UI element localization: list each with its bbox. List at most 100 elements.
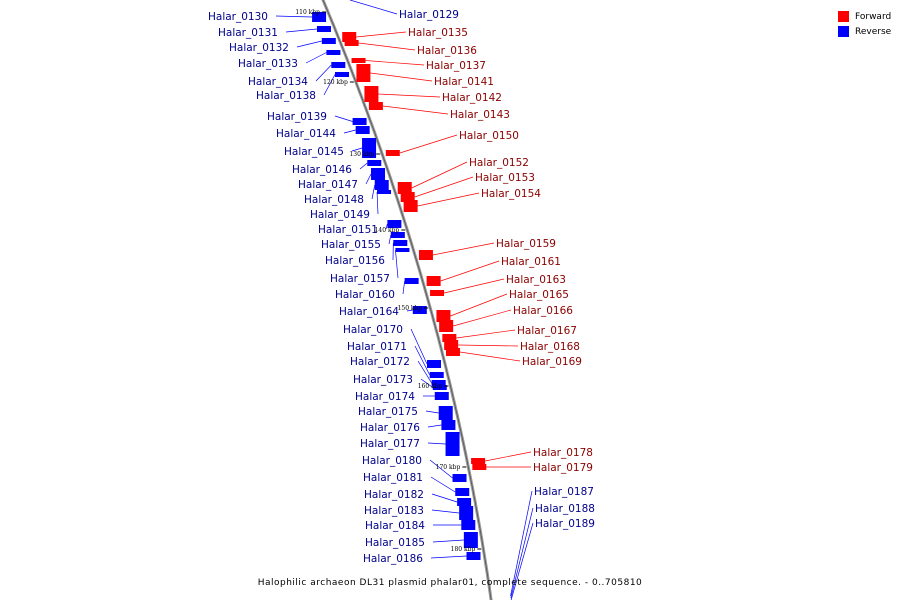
gene-label-reverse: Halar_0149 xyxy=(310,209,370,221)
gene-label-reverse: Halar_0186 xyxy=(363,553,423,565)
leader-line xyxy=(382,105,449,115)
forward-swatch xyxy=(838,11,849,22)
gene-label-reverse: Halar_0156 xyxy=(325,255,385,267)
gene-label-forward: Halar_0165 xyxy=(509,289,569,301)
tick-label: 180 kbp xyxy=(451,546,476,553)
leader-line xyxy=(296,40,322,48)
gene-label-forward: Halar_0142 xyxy=(442,92,502,104)
leader-line xyxy=(510,522,534,600)
gene-features xyxy=(312,12,487,560)
leader-line xyxy=(425,410,439,414)
gene-label-reverse: Halar_0151 xyxy=(318,224,378,236)
forward-gene-block xyxy=(444,340,459,350)
gene-label-forward: Halar_0154 xyxy=(481,188,541,200)
gene-label-forward: Halar_0178 xyxy=(533,447,593,459)
leader-line xyxy=(285,28,318,33)
leader-line xyxy=(431,493,458,503)
leader-line xyxy=(343,129,356,134)
leader-line xyxy=(410,328,428,365)
forward-gene-block xyxy=(400,192,415,202)
leader-line xyxy=(359,162,368,170)
leader-line xyxy=(411,161,468,189)
reverse-gene-block xyxy=(312,12,327,22)
leader-line xyxy=(430,476,456,493)
forward-gene-block xyxy=(342,32,357,42)
reverse-gene-block xyxy=(404,278,419,284)
reverse-gene-block xyxy=(355,126,370,134)
gene-label-reverse: Halar_0129 xyxy=(399,9,459,21)
leader-line xyxy=(456,329,516,339)
leader-line xyxy=(365,60,425,66)
gene-label-forward: Halar_0153 xyxy=(475,172,535,184)
reverse-gene-block xyxy=(412,306,427,314)
tick-label: 110 kbp xyxy=(295,9,320,16)
tick-label: 170 kbp xyxy=(436,464,461,471)
reverse-gene-block xyxy=(441,420,456,430)
gene-label-forward: Halar_0137 xyxy=(426,60,486,72)
leader-line xyxy=(459,351,521,362)
gene-label-reverse: Halar_0173 xyxy=(353,374,413,386)
reverse-gene-block xyxy=(393,240,408,246)
leader-line xyxy=(453,309,512,327)
leader-line xyxy=(371,184,376,200)
gene-label-reverse: Halar_0183 xyxy=(364,505,424,517)
forward-gene-block xyxy=(436,310,451,322)
leader-line xyxy=(406,309,413,312)
leader-line xyxy=(450,293,508,317)
reverse-gene-block xyxy=(452,474,467,482)
gene-label-forward: Halar_0159 xyxy=(496,238,556,250)
leader-line xyxy=(388,234,392,245)
reverse-gene-block xyxy=(390,232,405,238)
leader-line xyxy=(417,192,480,207)
forward-gene-block xyxy=(344,40,359,46)
leader-line xyxy=(376,191,379,215)
gene-label-reverse: Halar_0185 xyxy=(365,537,425,549)
forward-gene-block xyxy=(403,200,418,212)
gene-label-reverse: Halar_0134 xyxy=(248,76,308,88)
gene-label-forward: Halar_0135 xyxy=(408,27,468,39)
tick-label: 140 kbp xyxy=(375,227,400,234)
reverse-gene-block xyxy=(429,372,444,378)
gene-label-forward: Halar_0179 xyxy=(533,462,593,474)
leader-line xyxy=(351,147,363,152)
forward-gene-block xyxy=(472,464,487,470)
reverse-gene-block xyxy=(374,180,389,190)
gene-label-forward: Halar_0163 xyxy=(506,274,566,286)
reverse-gene-block xyxy=(461,520,476,530)
reverse-gene-block xyxy=(331,62,346,68)
leader-line xyxy=(427,442,446,445)
gene-label-forward: Halar_0166 xyxy=(513,305,573,317)
gene-label-forward: Halar_0150 xyxy=(459,130,519,142)
gene-label-reverse: Halar_0181 xyxy=(363,472,423,484)
reverse-gene-block xyxy=(377,190,392,194)
gene-label-reverse: Halar_0182 xyxy=(364,489,424,501)
forward-gene-block xyxy=(356,64,371,82)
leader-line xyxy=(431,509,460,514)
reverse-gene-block xyxy=(455,488,470,496)
reverse-gene-block xyxy=(432,385,447,390)
leader-line xyxy=(429,459,453,479)
gene-label-reverse: Halar_0172 xyxy=(350,356,410,368)
gene-label-reverse: Halar_0171 xyxy=(347,341,407,353)
reverse-gene-block xyxy=(352,118,367,125)
gene-label-forward: Halar_0169 xyxy=(522,356,582,368)
gene-label-reverse: Halar_0138 xyxy=(256,90,316,102)
gene-label-forward: Halar_0161 xyxy=(501,256,561,268)
legend: Forward Reverse xyxy=(838,9,891,39)
leader-line xyxy=(370,72,433,82)
gene-label-reverse: Halar_0184 xyxy=(365,520,425,532)
gene-label-forward: Halar_0143 xyxy=(450,109,510,121)
reverse-swatch xyxy=(838,26,849,37)
leader-line xyxy=(417,360,432,384)
gene-label-reverse: Halar_0174 xyxy=(355,391,415,403)
tick-label: 120 kbp xyxy=(323,79,348,86)
leader-line xyxy=(432,242,495,256)
reverse-gene-block xyxy=(459,506,474,520)
forward-gene-block xyxy=(364,86,379,102)
gene-label-reverse: Halar_0180 xyxy=(362,455,422,467)
gene-label-reverse: Halar_0148 xyxy=(304,194,364,206)
forward-gene-block xyxy=(385,150,400,156)
forward-gene-block xyxy=(430,290,445,296)
gene-labels: Halar_0130 Halar_0131 Halar_0132 Halar_0133… xyxy=(208,9,595,565)
